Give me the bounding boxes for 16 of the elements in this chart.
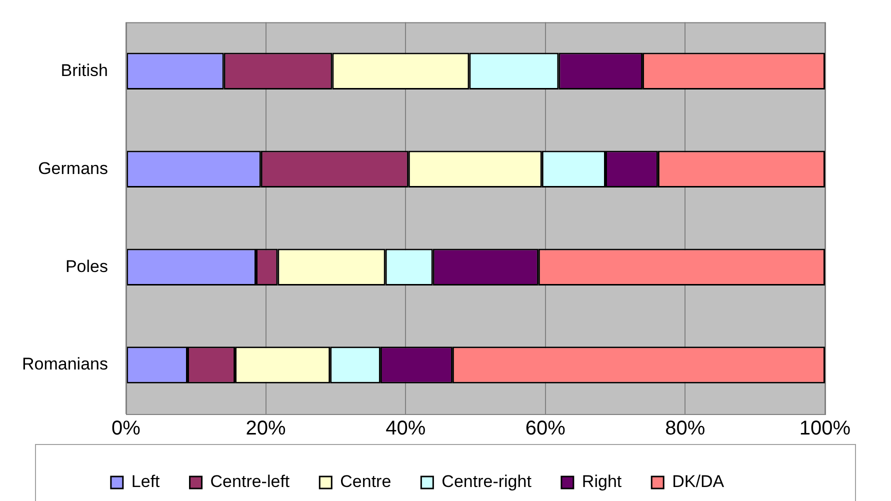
y-tick-label: Poles — [65, 256, 108, 276]
legend-label: Left — [131, 472, 160, 492]
legend-label: DK/DA — [672, 472, 725, 492]
y-tick-label: Romanians — [22, 354, 108, 374]
x-tick-label: 0% — [112, 418, 141, 440]
x-tick-label: 100% — [799, 418, 851, 440]
x-tick-label: 60% — [525, 418, 566, 440]
y-tick-label: British — [60, 60, 108, 80]
x-tick-label: 80% — [665, 418, 706, 440]
legend-label: Right — [582, 472, 622, 492]
legend-label: Centre — [340, 472, 392, 492]
x-tick-label: 40% — [386, 418, 426, 440]
y-tick-label: Germans — [38, 158, 108, 178]
x-tick-label: 20% — [246, 418, 286, 440]
legend-label: Centre-right — [442, 472, 532, 492]
legend-label: Centre-left — [210, 472, 290, 492]
